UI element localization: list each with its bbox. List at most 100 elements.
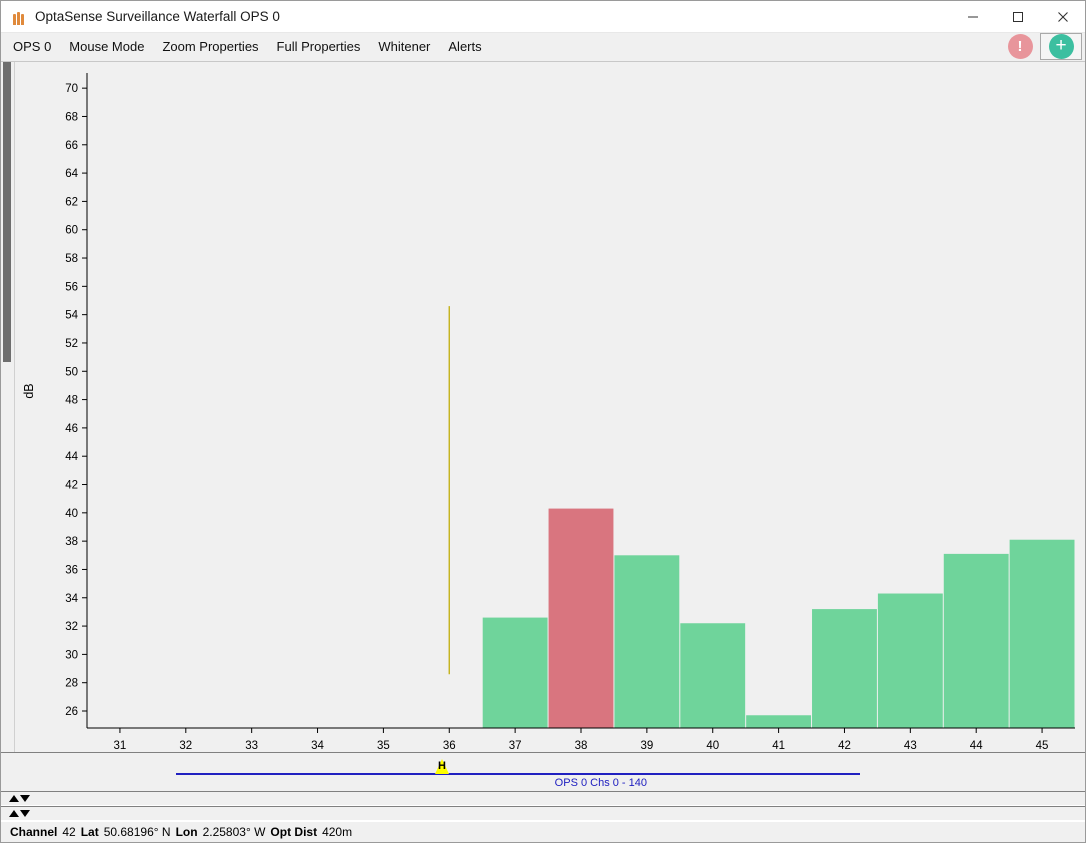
y-tick-label: 50 xyxy=(65,366,78,378)
spinner-row-upper[interactable] xyxy=(1,791,1085,806)
add-button-wrapper[interactable]: + xyxy=(1040,33,1082,60)
overview-label: OPS 0 Chs 0 - 140 xyxy=(554,777,647,789)
status-label-lat: Lat xyxy=(80,825,99,839)
y-tick-label: 36 xyxy=(65,564,78,576)
y-tick-label: 60 xyxy=(65,225,78,237)
menu-item-whitener[interactable]: Whitener xyxy=(378,39,431,54)
x-tick-label: 33 xyxy=(245,740,258,752)
y-tick-label: 64 xyxy=(65,168,78,180)
y-axis-title: dB xyxy=(22,383,36,398)
status-label-opt-dist: Opt Dist xyxy=(270,825,318,839)
overview-marker-label: H xyxy=(438,760,446,772)
y-tick-label: 42 xyxy=(65,480,78,492)
y-tick-label: 30 xyxy=(65,649,78,661)
y-tick-label: 56 xyxy=(65,281,78,293)
x-tick-label: 38 xyxy=(575,740,588,752)
scroll-up-icon[interactable] xyxy=(9,795,19,802)
x-tick-label: 41 xyxy=(772,740,785,752)
menu-item-alerts[interactable]: Alerts xyxy=(448,39,482,54)
x-tick-label: 31 xyxy=(114,740,127,752)
y-tick-label: 46 xyxy=(65,423,78,435)
spinner-row-lower[interactable] xyxy=(1,806,1085,821)
alert-indicator-button[interactable]: ! xyxy=(1007,34,1033,59)
window-title: OptaSense Surveillance Waterfall OPS 0 xyxy=(35,9,280,24)
status-value-lon: 2.25803° W xyxy=(202,825,266,839)
bar-channel-38[interactable] xyxy=(548,508,614,728)
bar-channel-42[interactable] xyxy=(812,609,877,728)
status-field-channel: Channel 42 xyxy=(10,825,76,839)
y-tick-label: 48 xyxy=(65,395,78,407)
x-tick-label: 42 xyxy=(838,740,851,752)
x-tick-label: 32 xyxy=(179,740,192,752)
bar-chart-host[interactable]: 70 68 66 64 62 60 58 56 54 52 50 48 46 44 42 40 38 36 34 32… xyxy=(15,62,1085,752)
scroll-down-icon[interactable] xyxy=(20,795,30,802)
x-tick-label: 43 xyxy=(904,740,917,752)
y-tick-label: 38 xyxy=(65,536,78,548)
vertical-scrollbar[interactable] xyxy=(1,62,15,752)
alert-indicator-wrapper[interactable]: ! xyxy=(1000,33,1040,60)
status-label-channel: Channel xyxy=(10,825,58,839)
status-field-opt-dist: Opt Dist 420m xyxy=(270,825,352,839)
chart-area: 70 68 66 64 62 60 58 56 54 52 50 48 46 44 42 40 38 36 34 32… xyxy=(1,62,1085,752)
overview-strip[interactable]: H OPS 0 Chs 0 - 140 xyxy=(1,752,1085,791)
overview-extent-line xyxy=(176,773,860,775)
overview-position-marker[interactable]: H xyxy=(435,759,449,774)
menu-item-mouse-mode[interactable]: Mouse Mode xyxy=(69,39,145,54)
y-tick-label: 28 xyxy=(65,678,78,690)
x-tick-label: 36 xyxy=(443,740,456,752)
y-tick-label: 62 xyxy=(65,196,78,208)
spinner-pair-lower[interactable] xyxy=(9,810,30,817)
bar-chart[interactable]: 70 68 66 64 62 60 58 56 54 52 50 48 46 44 42 40 38 36 34 32… xyxy=(15,62,1085,752)
y-tick-label: 34 xyxy=(65,593,78,605)
x-tick-label: 37 xyxy=(509,740,522,752)
app-logo-icon xyxy=(10,8,27,25)
spinner-pair-upper[interactable] xyxy=(9,795,30,802)
bar-channel-45[interactable] xyxy=(1009,539,1075,728)
y-tick-label: 66 xyxy=(65,140,78,152)
x-tick-label: 40 xyxy=(706,740,719,752)
title-bar: OptaSense Surveillance Waterfall OPS 0 xyxy=(1,1,1085,33)
status-label-lon: Lon xyxy=(175,825,198,839)
status-bar: Channel 42 Lat 50.68196° N Lon 2.25803° W O… xyxy=(1,821,1085,842)
maximize-button[interactable] xyxy=(995,1,1040,32)
bar-channel-43[interactable] xyxy=(877,593,943,728)
minimize-button[interactable] xyxy=(950,1,995,32)
x-tick-label: 39 xyxy=(640,740,653,752)
x-tick-label: 45 xyxy=(1036,740,1049,752)
exclamation-icon: ! xyxy=(1017,38,1023,55)
status-field-lon: Lon 2.25803° W xyxy=(176,825,266,839)
window-controls xyxy=(950,1,1085,32)
bar-channel-40[interactable] xyxy=(680,623,746,728)
bar-channel-44[interactable] xyxy=(943,553,1009,728)
scrollbar-thumb[interactable] xyxy=(3,62,11,362)
y-tick-label: 40 xyxy=(65,508,78,520)
y-tick-label: 70 xyxy=(65,83,78,95)
y-tick-label: 26 xyxy=(65,706,78,718)
x-tick-label: 34 xyxy=(311,740,324,752)
menu-bar: OPS 0 Mouse Mode Zoom Properties Full Pr… xyxy=(1,33,1085,62)
menu-item-ops-0[interactable]: OPS 0 xyxy=(13,39,52,54)
bar-channel-37[interactable] xyxy=(482,617,548,728)
status-value-channel: 42 xyxy=(62,825,76,839)
x-tick-label: 35 xyxy=(377,740,390,752)
y-tick-label: 58 xyxy=(65,253,78,265)
plus-icon: + xyxy=(1055,35,1067,56)
close-button[interactable] xyxy=(1040,1,1085,32)
status-value-opt-dist: 420m xyxy=(322,825,353,839)
status-value-lat: 50.68196° N xyxy=(103,825,171,839)
y-tick-label: 54 xyxy=(65,310,78,322)
scroll-up-icon-2[interactable] xyxy=(9,810,19,817)
scroll-down-icon-2[interactable] xyxy=(20,810,30,817)
scrollbar-track[interactable] xyxy=(3,62,11,752)
menu-item-zoom-properties[interactable]: Zoom Properties xyxy=(162,39,259,54)
status-field-lat: Lat 50.68196° N xyxy=(81,825,171,839)
bar-channel-39[interactable] xyxy=(614,555,680,728)
y-tick-label: 68 xyxy=(65,111,78,123)
menu-right-buttons: ! + xyxy=(1000,33,1084,60)
bar-channel-41[interactable] xyxy=(746,715,812,728)
menu-item-full-properties[interactable]: Full Properties xyxy=(276,39,361,54)
y-tick-label: 52 xyxy=(65,338,78,350)
y-tick-label: 32 xyxy=(65,621,78,633)
add-button[interactable]: + xyxy=(1048,34,1074,59)
